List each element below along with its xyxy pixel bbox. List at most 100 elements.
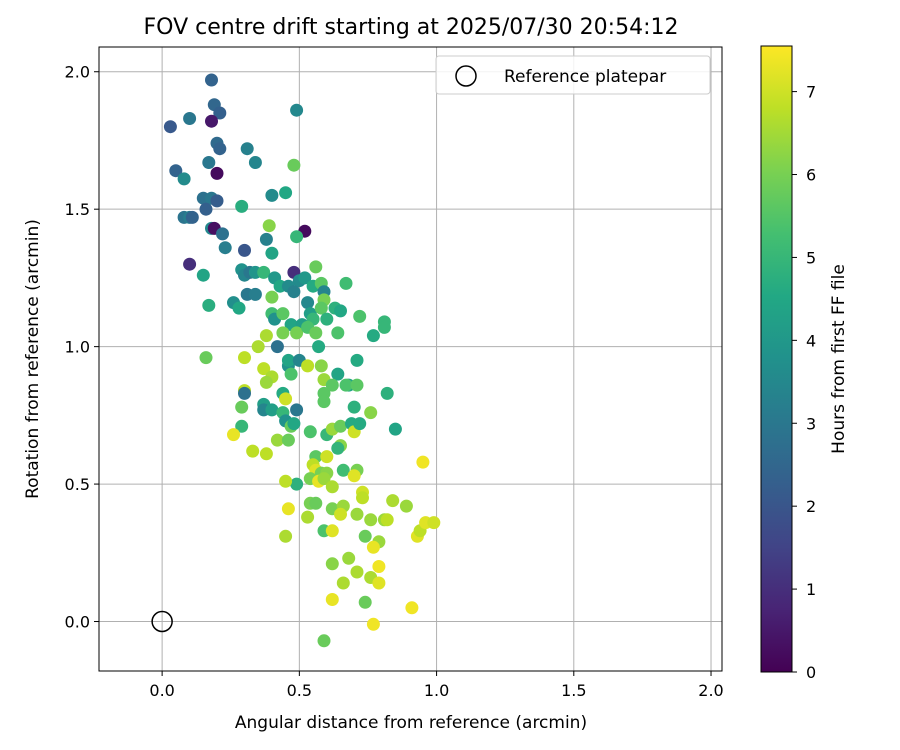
data-point-20 xyxy=(279,186,293,200)
data-point-25 xyxy=(185,210,199,224)
data-point-133 xyxy=(270,433,284,447)
data-point-34 xyxy=(259,232,273,246)
data-point-33 xyxy=(238,243,251,257)
data-point-182 xyxy=(350,565,364,579)
reference-platepar-marker xyxy=(151,610,173,633)
data-point-72 xyxy=(320,312,334,326)
colorbar-tick-label-4: 4 xyxy=(806,331,816,350)
data-point-153 xyxy=(325,480,339,494)
data-point-152 xyxy=(317,472,331,486)
y-tick-label-0: 0.0 xyxy=(65,613,90,632)
data-point-149 xyxy=(347,469,361,483)
data-point-0 xyxy=(205,73,218,87)
colorbar-tick-label-5: 5 xyxy=(806,248,816,267)
data-point-128 xyxy=(334,419,347,433)
data-point-191 xyxy=(317,634,331,648)
data-point-103 xyxy=(238,386,251,400)
data-point-173 xyxy=(358,529,372,543)
data-point-10 xyxy=(248,156,262,169)
data-point-31 xyxy=(290,230,304,244)
data-point-42 xyxy=(257,265,271,279)
data-point-62 xyxy=(301,296,315,310)
data-point-29 xyxy=(262,219,276,233)
data-point-2 xyxy=(183,112,197,125)
data-point-83 xyxy=(331,326,345,340)
data-point-11 xyxy=(202,156,216,169)
data-point-157 xyxy=(281,502,295,516)
data-point-88 xyxy=(270,340,284,354)
data-point-119 xyxy=(364,406,378,420)
data-point-86 xyxy=(238,351,251,365)
data-point-140 xyxy=(331,441,345,455)
data-point-73 xyxy=(334,304,347,318)
data-point-166 xyxy=(380,513,394,527)
data-point-167 xyxy=(386,494,400,508)
data-point-1 xyxy=(163,120,177,134)
data-point-85 xyxy=(251,340,265,354)
data-point-178 xyxy=(427,516,441,530)
data-point-74 xyxy=(353,309,367,323)
y-tick-label-4: 2.0 xyxy=(65,63,90,82)
data-point-179 xyxy=(366,540,380,554)
reference-layer xyxy=(151,610,173,633)
data-point-184 xyxy=(372,560,386,573)
y-tick-label-3: 1.5 xyxy=(65,200,90,219)
legend: Reference platepar xyxy=(435,55,711,95)
data-point-93 xyxy=(314,359,328,373)
data-point-4 xyxy=(213,106,227,120)
colorbar-ticks: 0 1 2 3 4 5 6 7 xyxy=(792,83,816,682)
data-point-95 xyxy=(331,367,345,381)
colorbar-tick-label-0: 0 xyxy=(806,663,816,682)
colorbar-tick-label-2: 2 xyxy=(806,497,816,516)
colorbar-tick-label-3: 3 xyxy=(806,414,816,433)
data-point-116 xyxy=(290,403,304,417)
data-point-8 xyxy=(213,142,227,156)
data-point-162 xyxy=(334,507,347,521)
data-point-9 xyxy=(240,142,254,156)
data-point-56 xyxy=(287,285,301,299)
data-point-100 xyxy=(259,375,273,389)
data-point-125 xyxy=(303,425,317,439)
x-axis-label: Angular distance from reference (arcmin) xyxy=(235,713,587,733)
data-point-92 xyxy=(301,359,315,373)
data-point-90 xyxy=(281,353,295,367)
data-point-111 xyxy=(235,400,249,414)
data-point-78 xyxy=(259,329,273,343)
x-axis-ticks: 0.0 0.5 1.0 1.5 2.0 xyxy=(149,671,724,700)
colorbar: 0 1 2 3 4 5 6 7 Hours from first FF file xyxy=(760,45,849,682)
data-point-21 xyxy=(199,202,213,216)
data-point-36 xyxy=(183,257,197,271)
data-point-6 xyxy=(290,103,304,117)
data-point-107 xyxy=(325,378,339,392)
colorbar-tick-label-7: 7 xyxy=(806,83,816,102)
data-point-52 xyxy=(248,287,262,301)
data-point-180 xyxy=(342,551,356,565)
x-tick-label-0: 0.0 xyxy=(149,681,174,700)
data-point-110 xyxy=(380,386,394,400)
colorbar-tick-label-6: 6 xyxy=(806,166,816,185)
data-point-82 xyxy=(309,326,323,340)
data-point-97 xyxy=(350,353,364,367)
y-tick-label-2: 1.0 xyxy=(65,338,90,357)
x-tick-label-2: 1.0 xyxy=(424,681,449,700)
data-point-13 xyxy=(210,166,224,180)
data-point-15 xyxy=(287,158,301,172)
data-point-135 xyxy=(246,444,260,458)
data-point-185 xyxy=(336,576,350,590)
data-point-172 xyxy=(325,524,339,538)
data-point-109 xyxy=(350,378,364,392)
data-point-22 xyxy=(235,199,249,213)
data-point-28 xyxy=(216,227,229,241)
data-point-87 xyxy=(199,351,213,365)
data-point-168 xyxy=(399,499,413,513)
data-point-186 xyxy=(372,576,386,590)
data-point-155 xyxy=(356,491,369,505)
data-point-79 xyxy=(276,326,290,340)
data-point-32 xyxy=(218,241,232,255)
x-tick-label-3: 1.5 xyxy=(561,681,586,700)
chart-title: FOV centre drift starting at 2025/07/30 … xyxy=(144,15,679,40)
data-point-53 xyxy=(265,290,279,304)
data-point-18 xyxy=(210,194,224,208)
data-point-14 xyxy=(177,172,191,186)
data-point-37 xyxy=(196,268,210,282)
